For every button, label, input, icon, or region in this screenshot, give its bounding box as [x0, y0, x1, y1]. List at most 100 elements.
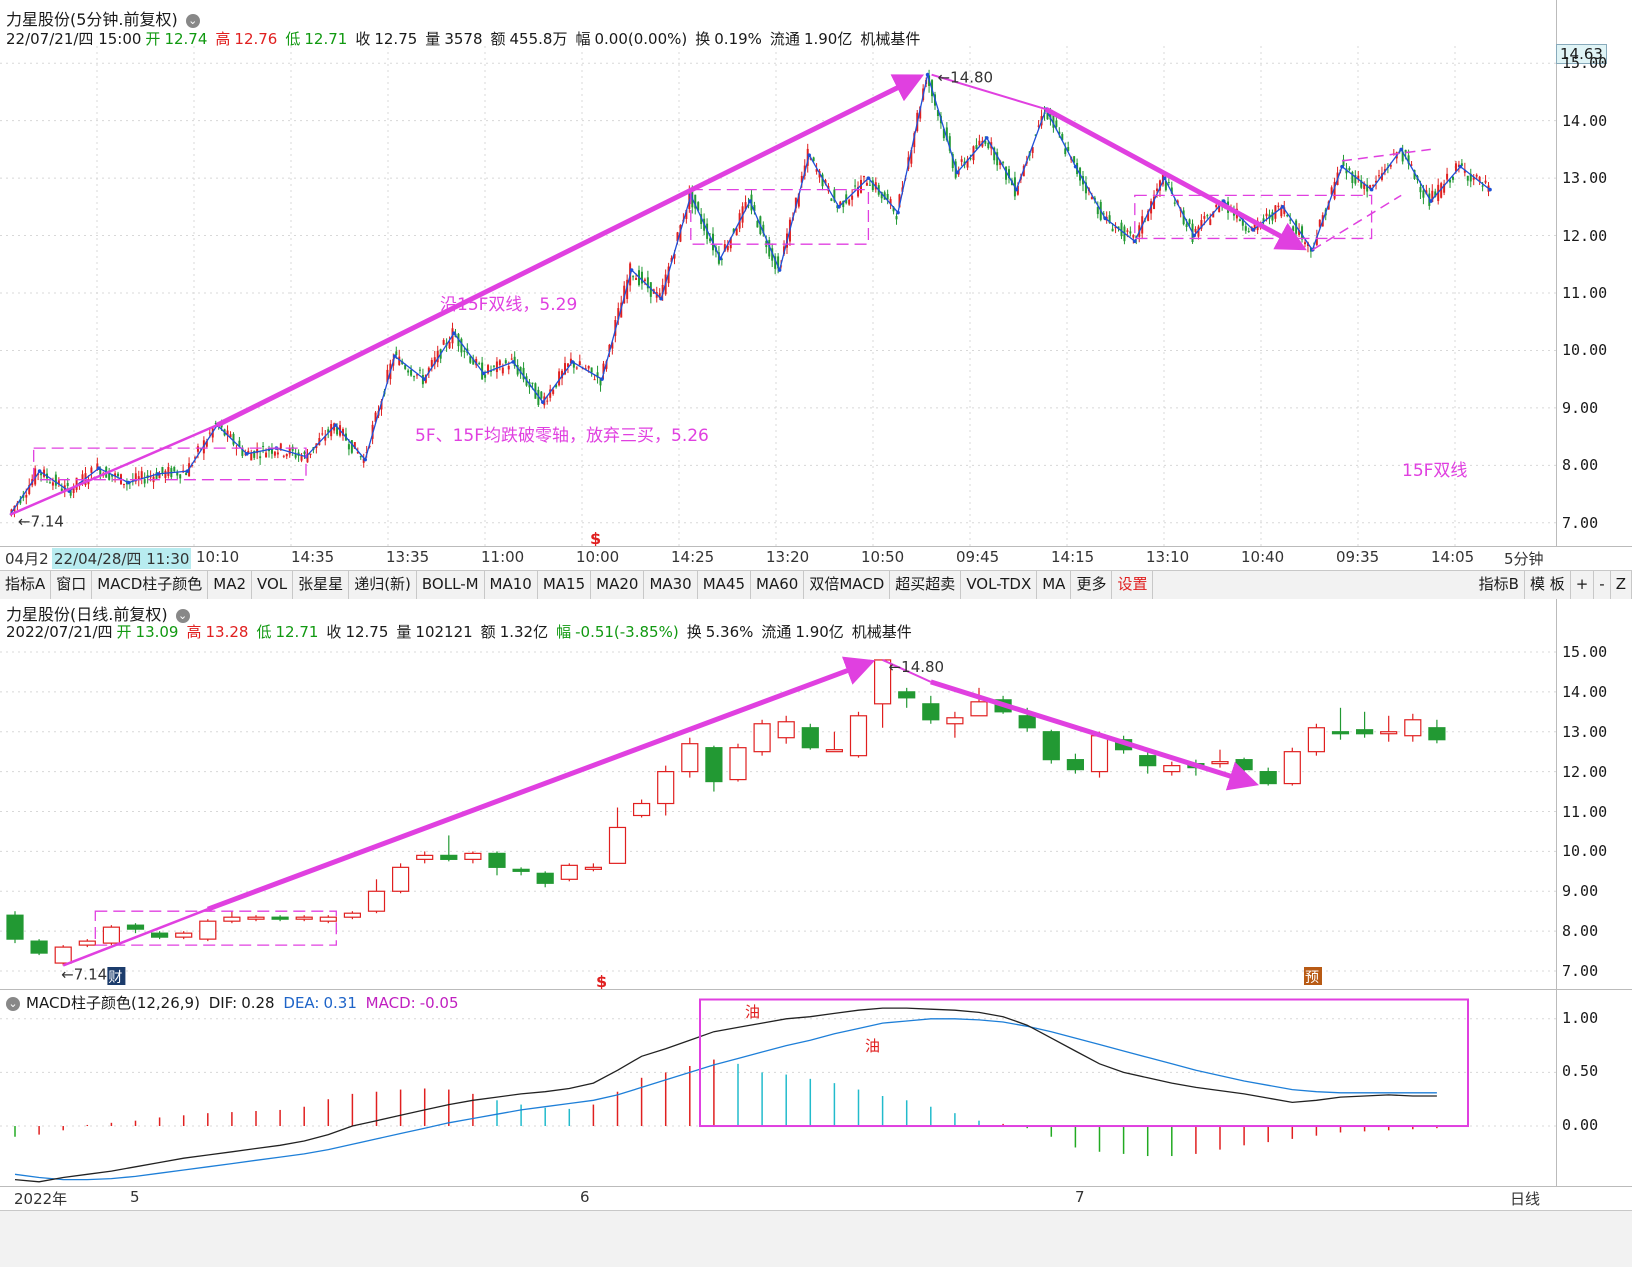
macd-y-tick: 1.00: [1562, 1008, 1599, 1027]
tab-right-3[interactable]: -: [1594, 571, 1611, 599]
indicator-tab-bar: 指标A 窗口 MACD柱子颜色 MA2 VOL 张星星 递归(新) BOLL-M MA10 MA1…: [0, 570, 1632, 600]
candle-body: [626, 279, 629, 299]
candle-body: [566, 363, 569, 367]
daily-candle-body: [1428, 727, 1446, 741]
intraday-y-tick: 8.00: [1562, 456, 1599, 475]
candle-body: [356, 451, 359, 454]
daily-candle-plot[interactable]: ←14.80 ←7.14 财 预 $: [0, 599, 1556, 989]
candle-body: [1369, 185, 1372, 190]
macd-panel: ⌄ MACD柱子颜色(12,26,9) DIF: 0.28 DEA: 0.31 MAC…: [0, 989, 1556, 1187]
candle-body: [1253, 220, 1256, 230]
candle-body: [1185, 224, 1188, 228]
candle-body: [646, 277, 649, 289]
tab-8[interactable]: MA10: [485, 571, 538, 599]
candle-body: [561, 370, 564, 379]
tab-13[interactable]: MA60: [751, 571, 805, 599]
candle-body: [608, 344, 611, 352]
candle-body: [208, 432, 211, 434]
tab-7[interactable]: BOLL-M: [417, 571, 485, 599]
tab-right-1[interactable]: 模 板: [1525, 571, 1571, 599]
daily-candle-body: [1331, 731, 1350, 735]
candle-body: [362, 458, 365, 463]
candle-body: [155, 472, 158, 479]
tab-12[interactable]: MA45: [698, 571, 752, 599]
candle-body: [294, 453, 297, 458]
tab-5[interactable]: 张星星: [293, 571, 350, 599]
candle-body: [460, 338, 463, 353]
badge-cai: 财: [108, 970, 122, 986]
candle-body: [848, 199, 851, 205]
candle-body: [546, 400, 549, 402]
pivot-zone-box: [1134, 194, 1373, 240]
candle-body: [892, 206, 895, 212]
candle-body: [871, 180, 874, 191]
candle-body: [1238, 219, 1241, 221]
candle-body: [830, 198, 833, 201]
daily-candle-body: [175, 932, 193, 938]
candle-body: [1206, 215, 1209, 217]
settings-icon[interactable]: ⌄: [175, 608, 190, 623]
highlight-box: [699, 998, 1469, 1128]
tab-right-2[interactable]: +: [1571, 571, 1595, 599]
tab-3[interactable]: MA2: [208, 571, 252, 599]
candle-body: [1090, 197, 1093, 200]
tab-1[interactable]: 窗口: [51, 571, 93, 599]
zigzag-pivot: [1429, 199, 1433, 203]
tab-right-0[interactable]: 指标B: [1474, 571, 1525, 599]
tab-9[interactable]: MA15: [538, 571, 592, 599]
candle-body: [300, 455, 303, 461]
tab-6[interactable]: 递归(新): [349, 571, 417, 599]
daily-candle-body: [54, 946, 72, 964]
tab-16[interactable]: VOL-TDX: [961, 571, 1038, 599]
zigzag-pivot: [1369, 187, 1374, 192]
candle-body: [253, 450, 256, 458]
macd-plot[interactable]: 油油: [0, 990, 1556, 1187]
candle-body: [99, 468, 102, 477]
candle-body: [507, 365, 510, 370]
candle-body: [436, 350, 439, 363]
candle-body: [1315, 236, 1318, 245]
candle-body: [676, 232, 679, 242]
turnover-label: 换: [686, 623, 702, 641]
volume-label: 量: [396, 623, 412, 641]
candle-body: [857, 186, 860, 197]
tab-19[interactable]: 设置: [1112, 571, 1154, 599]
tab-4[interactable]: VOL: [252, 571, 294, 599]
daily-candle-body: [1259, 771, 1277, 785]
change-label: 幅: [556, 623, 572, 641]
zigzag-pivot: [1103, 216, 1107, 221]
zigzag-pivot: [481, 371, 486, 376]
intraday-plot[interactable]: ←14.80 ←7.14 $: [0, 0, 1556, 546]
candle-body: [578, 361, 581, 366]
tab-14[interactable]: 双倍MACD: [804, 571, 891, 599]
zigzag-pivot: [629, 268, 634, 272]
daily-period-label: 日线: [1510, 1190, 1541, 1208]
settings-icon[interactable]: ⌄: [185, 13, 200, 28]
tab-10[interactable]: MA20: [591, 571, 645, 599]
candle-body: [1363, 183, 1366, 189]
tab-right-4[interactable]: Z: [1611, 571, 1632, 599]
candle-body: [1422, 190, 1425, 198]
candle-body: [643, 279, 646, 281]
tab-2[interactable]: MACD柱子颜色: [92, 571, 209, 599]
candle-body: [1188, 219, 1191, 225]
candle-body: [1292, 226, 1295, 232]
close-value: 12.75: [345, 623, 389, 641]
daily-candle-body: [1042, 731, 1060, 761]
tab-0[interactable]: 指标A: [0, 571, 52, 599]
zigzag-pivot: [452, 331, 456, 336]
settings-icon[interactable]: ⌄: [6, 996, 20, 1011]
candle-body: [199, 448, 202, 450]
candle-body: [1271, 212, 1274, 221]
candle-body: [380, 401, 383, 410]
tab-17[interactable]: MA: [1037, 571, 1072, 599]
tab-18[interactable]: 更多: [1071, 571, 1113, 599]
tab-15[interactable]: 超买超卖: [890, 571, 962, 599]
zigzag-pivot: [807, 153, 811, 157]
daily-candle-body: [970, 701, 988, 717]
candle-body: [1203, 216, 1206, 219]
candle-body: [1153, 196, 1156, 210]
candle-body: [1440, 183, 1443, 198]
tab-11[interactable]: MA30: [644, 571, 698, 599]
candle-body: [306, 454, 309, 463]
